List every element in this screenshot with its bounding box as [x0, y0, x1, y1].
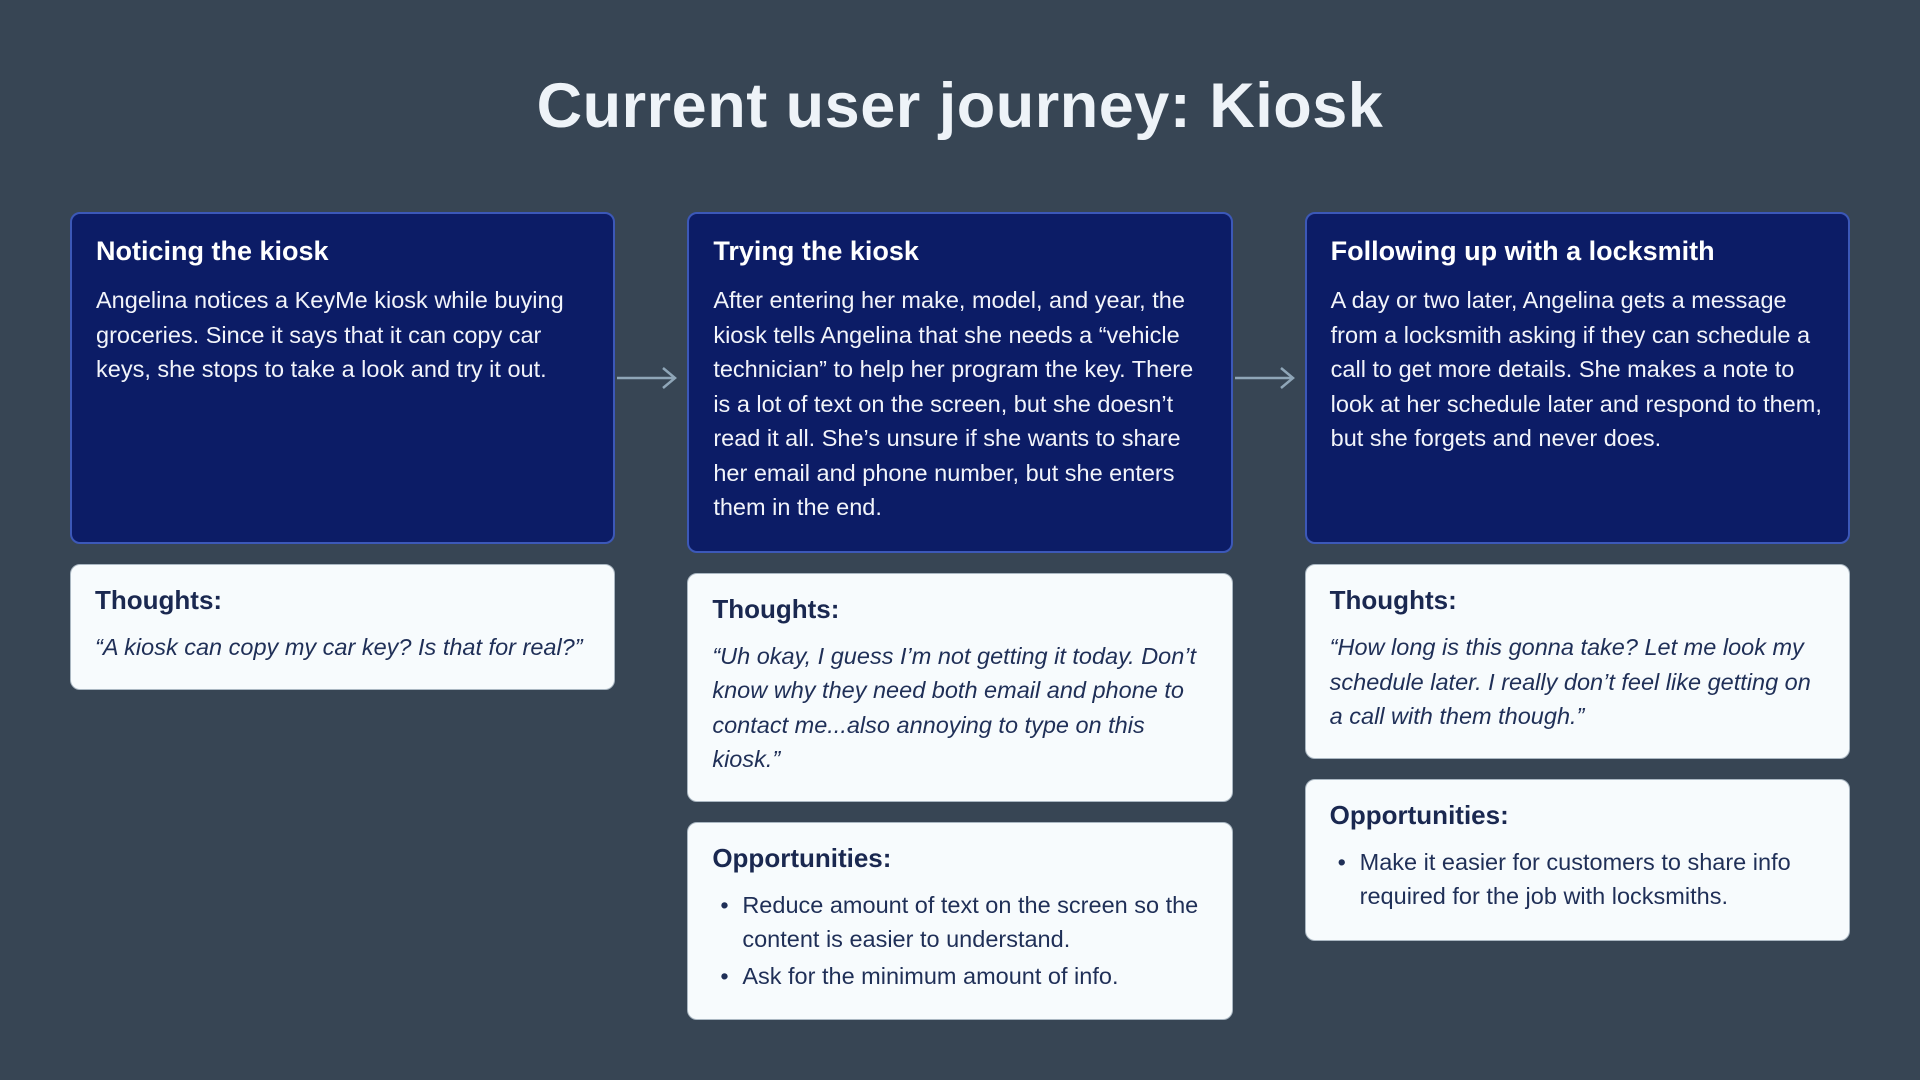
journey-row: Noticing the kiosk Angelina notices a Ke… — [70, 212, 1850, 1020]
opportunities-list: Reduce amount of text on the screen so t… — [712, 888, 1207, 994]
stage-body: Angelina notices a KeyMe kiosk while buy… — [96, 283, 589, 387]
opportunities-label: Opportunities: — [1330, 800, 1825, 831]
opportunities-list: Make it easier for customers to share in… — [1330, 845, 1825, 914]
stage-body: After entering her make, model, and year… — [713, 283, 1206, 525]
opportunities-label: Opportunities: — [712, 843, 1207, 874]
stage-card: Following up with a locksmith A day or t… — [1305, 212, 1850, 544]
thoughts-card: Thoughts: “Uh okay, I guess I’m not gett… — [687, 573, 1232, 802]
stage-title: Following up with a locksmith — [1331, 236, 1824, 267]
opportunities-card: Opportunities: Make it easier for custom… — [1305, 779, 1850, 941]
stage-title: Noticing the kiosk — [96, 236, 589, 267]
arrow-right-icon — [615, 364, 687, 392]
thoughts-label: Thoughts: — [95, 585, 590, 616]
journey-stage-1: Noticing the kiosk Angelina notices a Ke… — [70, 212, 615, 1020]
thoughts-label: Thoughts: — [712, 594, 1207, 625]
arrow-1 — [615, 212, 687, 544]
slide-title: Current user journey: Kiosk — [70, 70, 1850, 142]
thoughts-card: Thoughts: “A kiosk can copy my car key? … — [70, 564, 615, 690]
arrow-right-icon — [1233, 364, 1305, 392]
thoughts-text: “How long is this gonna take? Let me loo… — [1330, 630, 1825, 734]
thoughts-card: Thoughts: “How long is this gonna take? … — [1305, 564, 1850, 759]
arrow-2 — [1233, 212, 1305, 544]
stage-title: Trying the kiosk — [713, 236, 1206, 267]
list-item: Reduce amount of text on the screen so t… — [716, 888, 1207, 957]
thoughts-text: “A kiosk can copy my car key? Is that fo… — [95, 630, 590, 665]
list-item: Make it easier for customers to share in… — [1334, 845, 1825, 914]
stage-card: Noticing the kiosk Angelina notices a Ke… — [70, 212, 615, 544]
stage-body: A day or two later, Angelina gets a mess… — [1331, 283, 1824, 456]
journey-stage-2: Trying the kiosk After entering her make… — [687, 212, 1232, 1020]
user-journey-slide: Current user journey: Kiosk Noticing the… — [0, 0, 1920, 1080]
list-item: Ask for the minimum amount of info. — [716, 959, 1207, 994]
thoughts-text: “Uh okay, I guess I’m not getting it tod… — [712, 639, 1207, 777]
opportunities-card: Opportunities: Reduce amount of text on … — [687, 822, 1232, 1021]
journey-stage-3: Following up with a locksmith A day or t… — [1305, 212, 1850, 1020]
stage-card: Trying the kiosk After entering her make… — [687, 212, 1232, 553]
thoughts-label: Thoughts: — [1330, 585, 1825, 616]
